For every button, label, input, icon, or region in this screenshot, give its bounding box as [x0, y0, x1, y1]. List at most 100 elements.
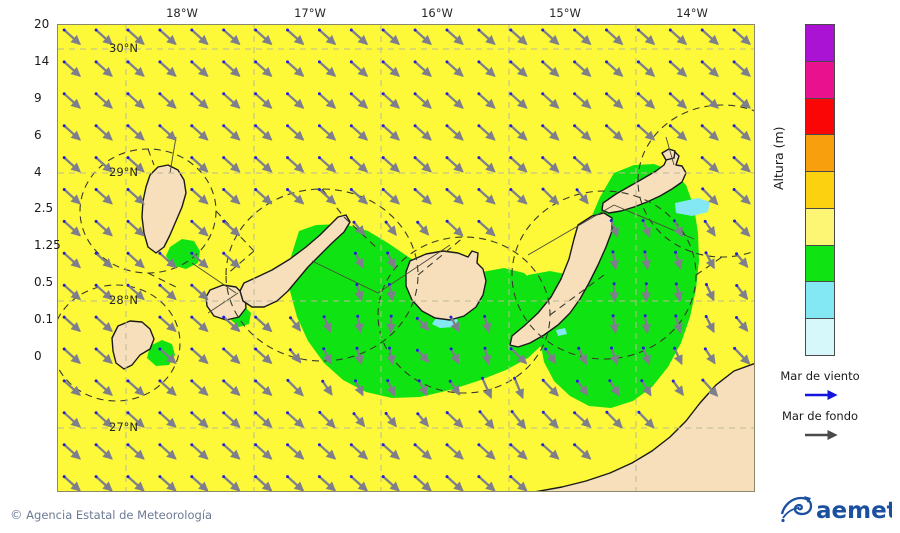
colorbar-band-14-20 — [806, 25, 834, 61]
wave-direction-arrow — [385, 221, 397, 236]
wind-sea-tail-marker — [381, 443, 385, 447]
wave-direction-arrow — [191, 348, 209, 365]
wave-direction-arrow — [414, 124, 432, 141]
lon-tick-16w: 16°W — [421, 6, 453, 20]
wave-direction-arrow — [95, 380, 113, 396]
wave-direction-arrow — [254, 61, 273, 77]
wind-sea-tail-marker — [384, 411, 388, 415]
colorbar-band-2.5-4 — [806, 171, 834, 208]
wave-direction-arrow — [446, 411, 464, 429]
wave-direction-arrow — [127, 411, 145, 428]
wind-sea-tail-marker — [94, 219, 98, 223]
wind-sea-tail-marker — [637, 410, 641, 414]
wave-direction-arrow — [446, 156, 464, 173]
wind-sea-tail-marker — [62, 124, 66, 128]
wave-direction-arrow — [511, 410, 527, 430]
wind-sea-tail-marker — [732, 60, 736, 64]
wave-direction-arrow — [446, 443, 464, 460]
colorbar-tick-9: 9 — [34, 90, 42, 105]
aemet-wordmark: aemet — [816, 498, 892, 524]
wind-sea-tail-marker — [612, 282, 616, 286]
wind-sea-tail-marker — [62, 60, 66, 64]
wind-sea-tail-marker — [413, 124, 417, 128]
wind-sea-tail-marker — [126, 28, 130, 32]
wave-direction-arrow — [479, 410, 495, 430]
wind-sea-tail-marker — [254, 347, 258, 351]
wave-direction-arrow — [191, 61, 209, 77]
colorbar-tick-14: 14 — [34, 53, 50, 68]
wind-sea-tail-marker — [541, 156, 545, 160]
wind-sea-tail-marker — [94, 379, 98, 383]
wind-sea-tail-marker — [417, 379, 421, 383]
wave-direction-arrow — [322, 316, 332, 333]
wave-direction-arrow — [318, 92, 337, 109]
wave-direction-arrow — [573, 443, 592, 460]
wind-sea-tail-marker — [636, 92, 640, 96]
wind-sea-tail-marker — [158, 443, 162, 447]
wind-sea-tail-marker — [448, 379, 452, 383]
wind-sea-tail-marker — [573, 156, 577, 160]
wind-sea-tail-marker — [445, 219, 449, 223]
aemet-swirl-icon — [780, 496, 813, 523]
colorbar[interactable] — [805, 24, 835, 356]
wind-sea-tail-marker — [94, 60, 98, 64]
wind-sea-tail-marker — [317, 443, 321, 447]
wind-sea-tail-marker — [573, 60, 577, 64]
wave-direction-arrow — [481, 347, 492, 366]
map-canvas[interactable] — [57, 24, 755, 492]
wave-direction-arrow — [254, 156, 273, 173]
wave-direction-arrow — [573, 156, 592, 173]
wave-direction-arrow — [222, 220, 241, 237]
wind-sea-tail-marker — [62, 411, 66, 415]
wind-sea-tail-marker — [477, 475, 481, 479]
wave-direction-arrow — [95, 284, 113, 301]
wind-sea-tail-marker — [509, 475, 513, 479]
wind-sea-tail-marker — [190, 443, 194, 447]
wave-direction-arrow — [287, 379, 304, 397]
colorbar-band-1.25-2.5 — [806, 207, 834, 245]
colorbar-tick-1.25: 1.25 — [34, 238, 61, 253]
colorbar-axis-title: Altura (m) — [771, 126, 786, 190]
wave-direction-arrow — [733, 124, 751, 141]
wave-direction-arrow — [222, 380, 241, 396]
wind-sea-tail-marker — [700, 92, 704, 96]
wave-direction-arrow — [542, 379, 559, 397]
wave-direction-arrow — [63, 156, 81, 173]
wave-direction-arrow — [191, 443, 209, 460]
wind-sea-tail-marker — [126, 219, 130, 223]
wind-sea-tail-marker — [222, 347, 226, 351]
wave-direction-arrow — [541, 124, 560, 141]
wind-sea-tail-marker — [445, 188, 449, 191]
wind-sea-tail-marker — [413, 92, 417, 96]
wave-direction-arrow — [382, 156, 400, 173]
colorbar-tick-4: 4 — [34, 164, 42, 179]
wind-sea-tail-marker — [704, 251, 708, 255]
wind-sea-tail-marker — [445, 156, 449, 160]
wind-sea-tail-marker — [190, 475, 194, 479]
wave-direction-arrow — [418, 380, 428, 397]
wind-sea-tail-marker — [158, 251, 162, 255]
wave-direction-arrow — [478, 475, 496, 491]
wave-direction-arrow — [95, 188, 113, 205]
wind-sea-tail-marker — [254, 315, 258, 319]
wave-direction-arrow — [672, 380, 684, 397]
wind-sea-tail-marker — [509, 28, 513, 32]
wind-sea-tail-marker — [94, 188, 98, 191]
wave-direction-arrow — [641, 315, 652, 335]
wave-direction-arrow — [254, 92, 273, 109]
wave-direction-arrow — [446, 124, 464, 141]
wave-direction-arrow — [286, 124, 305, 141]
wave-direction-arrow — [510, 92, 528, 109]
wind-sea-tail-marker — [62, 443, 66, 447]
wave-direction-arrow — [350, 29, 369, 46]
wave-direction-arrow — [478, 188, 496, 205]
wave-direction-arrow — [735, 316, 749, 332]
wave-direction-arrow — [446, 92, 464, 109]
wind-sea-tail-marker — [381, 60, 385, 64]
wave-direction-arrow — [733, 220, 751, 237]
legend-arrow-wind-sea — [805, 389, 838, 401]
wave-direction-arrow — [605, 92, 624, 109]
wind-sea-tail-marker — [381, 188, 385, 191]
wave-direction-arrow — [673, 251, 683, 270]
wave-direction-arrow — [350, 475, 369, 491]
